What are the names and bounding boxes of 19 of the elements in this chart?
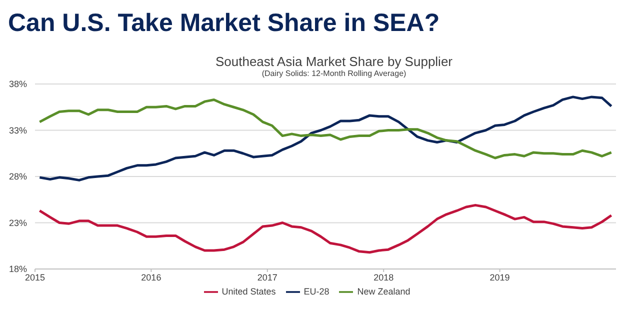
chart-title: Can U.S. Take Market Share in SEA? (8, 8, 441, 39)
line-series (38, 204, 613, 254)
y-tick-label: 38% (8, 79, 27, 90)
x-tick-label: 2017 (257, 272, 278, 282)
y-tick-label: 23% (8, 218, 27, 228)
x-tick-label: 2019 (490, 272, 510, 282)
y-tick-label: 33% (8, 125, 27, 136)
line-series (38, 98, 613, 160)
chart-subtitle: Southeast Asia Market Share by Supplier (214, 54, 454, 69)
legend-label: New Zealand (357, 286, 410, 296)
x-tick-label: 2015 (24, 272, 46, 282)
y-tick-label: 28% (8, 172, 27, 182)
legend-label: United States (222, 286, 276, 296)
line-series (38, 96, 613, 182)
x-tick-label: 2016 (141, 272, 162, 282)
x-tick-label: 2018 (374, 272, 394, 282)
legend-label: EU-28 (304, 286, 330, 296)
text: (Dairy Solids: 12-Month Rolling Average) (260, 69, 408, 78)
y-tick-label: 18% (8, 264, 27, 274)
